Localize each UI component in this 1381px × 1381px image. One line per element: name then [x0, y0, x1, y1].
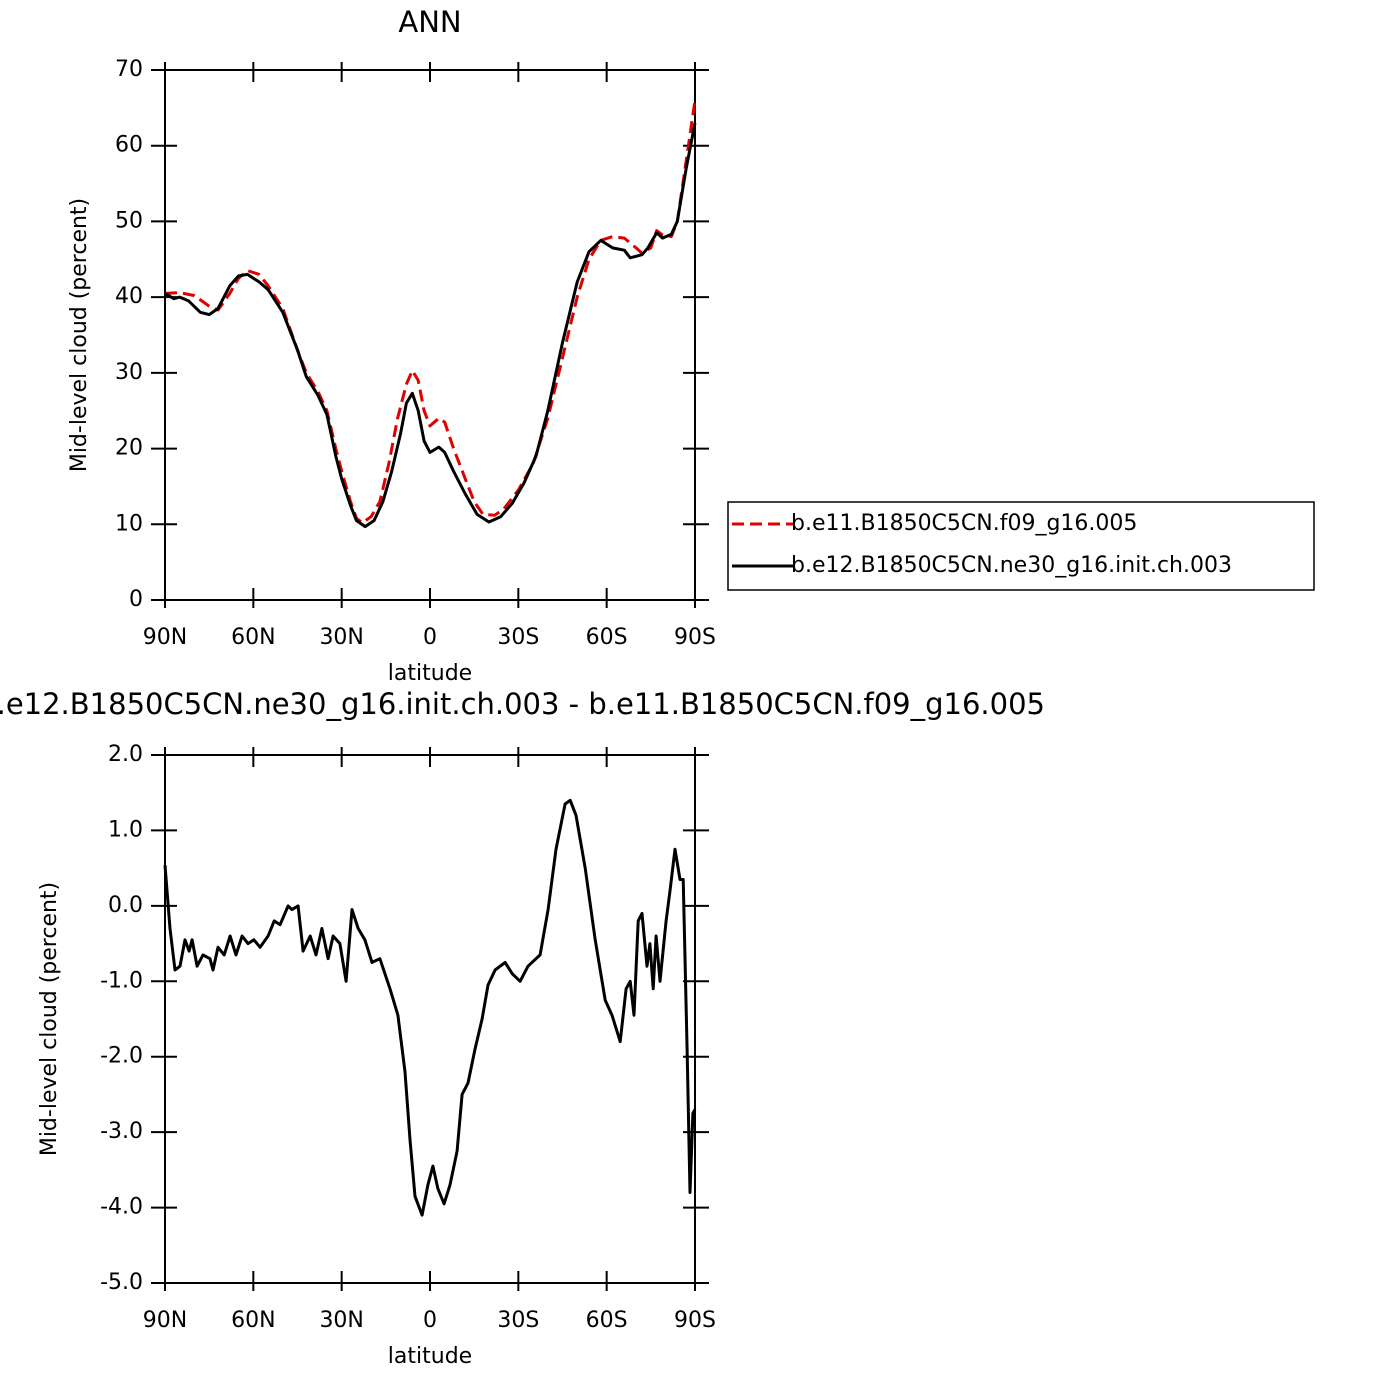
x-tick-label: 30S [497, 625, 539, 650]
legend-box [727, 501, 1315, 591]
y-tick-label: 1.0 [108, 817, 143, 842]
x-tick-label: 0 [423, 625, 437, 650]
y-tick-label: 10 [115, 511, 143, 536]
series-line [164, 100, 697, 525]
y-tick-label: 40 [115, 284, 143, 309]
chart-title: b.e12.B1850C5CN.ne30_g16.init.ch.003 - b… [0, 687, 1045, 721]
x-tick-label: 90S [674, 625, 716, 650]
x-axis-label: latitude [388, 661, 472, 686]
y-tick-label: -1.0 [100, 968, 143, 993]
y-tick-label: 70 [115, 57, 143, 82]
x-tick-label: 60S [586, 625, 628, 650]
x-tick-label: 60N [231, 625, 275, 650]
x-axis-label: latitude [388, 1344, 472, 1369]
y-tick-label: 0 [129, 587, 143, 612]
legend-label: b.e12.B1850C5CN.ne30_g16.init.ch.003 [791, 553, 1232, 578]
series-line [164, 122, 697, 529]
chart-title: ANN [398, 5, 461, 39]
y-tick-label: 0.0 [108, 893, 143, 918]
x-tick-label: 90S [674, 1308, 716, 1333]
series-line [163, 798, 697, 1217]
y-tick-label: 60 [115, 133, 143, 158]
y-tick-label: 20 [115, 436, 143, 461]
x-tick-label: 30N [319, 625, 363, 650]
x-tick-label: 0 [423, 1308, 437, 1333]
x-tick-label: 60N [231, 1308, 275, 1333]
y-axis-label: Mid-level cloud (percent) [37, 882, 62, 1156]
y-tick-label: -2.0 [100, 1044, 143, 1069]
y-tick-label: 30 [115, 360, 143, 385]
y-tick-label: -5.0 [100, 1270, 143, 1295]
x-tick-label: 60S [586, 1308, 628, 1333]
x-tick-label: 90N [143, 1308, 187, 1333]
x-tick-label: 30S [497, 1308, 539, 1333]
x-tick-label: 90N [143, 625, 187, 650]
y-axis-label: Mid-level cloud (percent) [67, 198, 92, 472]
y-tick-label: -3.0 [100, 1119, 143, 1144]
y-tick-label: 2.0 [108, 742, 143, 767]
y-tick-label: 50 [115, 208, 143, 233]
y-tick-label: -4.0 [100, 1195, 143, 1220]
x-tick-label: 30N [319, 1308, 363, 1333]
legend-label: b.e11.B1850C5CN.f09_g16.005 [791, 511, 1137, 536]
